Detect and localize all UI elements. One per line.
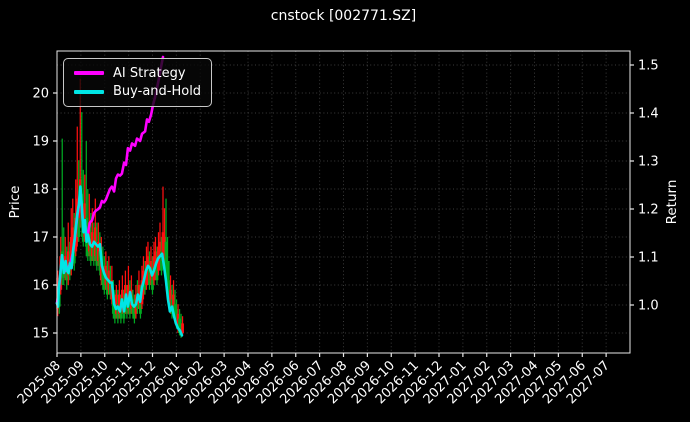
candle-body [164, 241, 168, 271]
legend-label: AI Strategy [113, 65, 186, 81]
candle-body [172, 294, 175, 309]
return-tick-label: 1.2 [638, 203, 659, 218]
candle-body [151, 270, 154, 290]
candle-body [102, 275, 106, 290]
return-tick-label: 1.4 [638, 107, 659, 122]
legend-item-buy-and-hold: Buy-and-Hold [64, 85, 211, 98]
price-tick-label: 15 [32, 327, 49, 342]
candle-body [95, 246, 99, 266]
candle-body [66, 251, 70, 276]
candle-body [128, 294, 132, 314]
candle-body [176, 313, 180, 329]
legend-item-ai-strategy: AI Strategy [64, 67, 211, 80]
legend-box: AI Strategy Buy-and-Hold [63, 58, 212, 107]
candle-body [148, 265, 151, 285]
candle-body [158, 241, 162, 266]
candlestick-series [56, 78, 184, 338]
candle-body [117, 294, 121, 314]
candle-body [161, 232, 165, 261]
candle-body [179, 323, 183, 336]
ai-strategy-line-swatch [74, 71, 104, 75]
candle-body [178, 318, 181, 333]
candle-body [113, 304, 117, 319]
buy-and-hold-line-swatch [74, 90, 104, 94]
candle-body [65, 265, 69, 281]
candle-body [173, 304, 177, 319]
candle-body [181, 323, 184, 333]
candle-body [133, 304, 136, 319]
price-tick-label: 20 [32, 87, 49, 102]
candle-body [167, 280, 171, 300]
candle-body [98, 251, 102, 271]
candle-body [89, 241, 93, 261]
candle-body [166, 261, 169, 281]
axis-ticks-and-labels: 1516171819201.01.11.21.31.41.52025-08202… [15, 59, 659, 408]
candle-body [160, 251, 163, 271]
candle-body [92, 246, 96, 261]
price-tick-label: 18 [32, 183, 49, 198]
candle-body [143, 275, 147, 290]
return-tick-label: 1.0 [638, 299, 659, 314]
series-line-buy-and-hold [55, 185, 184, 337]
return-tick-label: 1.1 [638, 251, 659, 266]
chart-title: cnstock [002771.SZ] [270, 8, 417, 24]
price-tick-label: 17 [32, 231, 49, 246]
candle-body [155, 261, 159, 281]
candle-body [69, 237, 73, 269]
candle-body [169, 289, 172, 309]
return-tick-label: 1.5 [638, 59, 659, 74]
candle-body [96, 241, 100, 261]
candle-body [163, 237, 166, 266]
candle-body [175, 309, 178, 324]
candle-body [114, 294, 118, 314]
candle-body [105, 280, 109, 295]
candle-body [116, 304, 120, 319]
legend-label: Buy-and-Hold [113, 84, 202, 100]
candle-body [77, 208, 81, 237]
candle-body [139, 299, 142, 314]
return-tick-label: 1.3 [638, 155, 659, 170]
candle-body [108, 280, 112, 295]
candle-body [101, 265, 105, 285]
price-tick-label: 19 [32, 135, 49, 150]
price-tick-label: 16 [32, 279, 49, 294]
